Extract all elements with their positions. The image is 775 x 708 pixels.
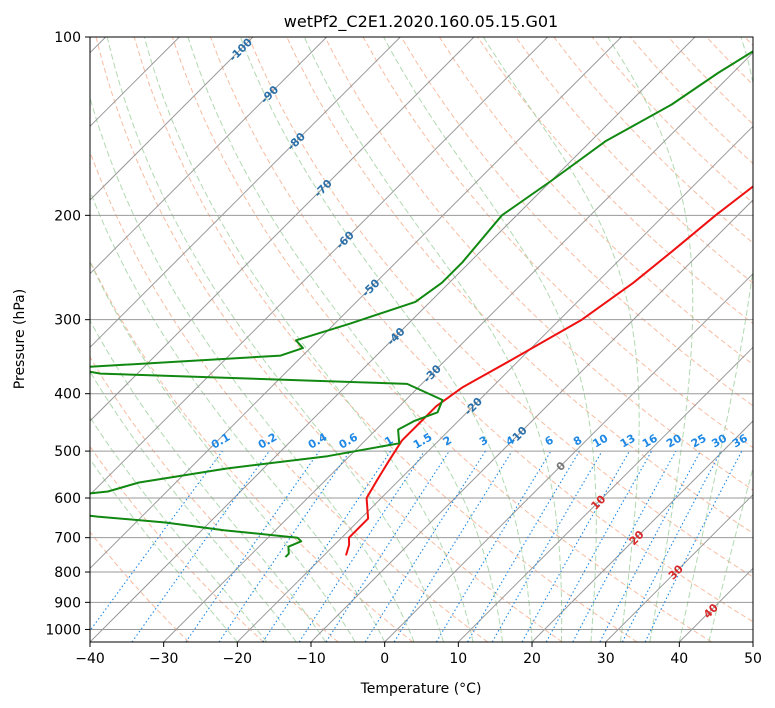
dry-adiabat-line (90, 531, 190, 642)
temperature-line (345, 185, 753, 556)
mixing-ratio-line (325, 450, 450, 642)
moist-adiabat-line (90, 370, 297, 642)
moist-adiabat-line (383, 37, 597, 642)
dry-adiabat-line (90, 445, 264, 642)
x-tick-label: 0 (380, 651, 389, 667)
dry-adiabat-line (324, 37, 753, 491)
x-tick-label: −30 (149, 651, 179, 667)
dry-adiabat-line (438, 37, 753, 366)
y-axis-title: Pressure (hPa) (12, 289, 28, 389)
y-tick-label: 800 (54, 565, 81, 581)
moist-adiabat-line (303, 37, 563, 642)
dry-adiabat-line (248, 37, 753, 578)
dry-adiabats (90, 37, 753, 642)
isotherm-line (457, 346, 753, 642)
isotherm-line (605, 493, 753, 642)
isotherm-line (384, 272, 753, 642)
moist-adiabat-line (143, 37, 474, 642)
isotherm-line (90, 37, 696, 642)
dry-adiabat-line (90, 356, 339, 642)
moist-adiabat-line (90, 416, 268, 642)
isotherm-line (236, 125, 753, 642)
x-axis-ticks: −40 −30 −20 −10 0 10 20 30 40 50 (75, 642, 762, 667)
mixing-ratio-line (572, 450, 677, 642)
x-tick-label: −10 (296, 651, 326, 667)
x-tick-label: 10 (449, 651, 467, 667)
y-tick-label: 900 (54, 595, 81, 611)
dry-adiabat-line (515, 37, 753, 284)
y-tick-label: 700 (54, 531, 81, 547)
mixing-ratio-lines (90, 450, 743, 642)
y-tick-label: 200 (54, 208, 81, 224)
moist-adiabat-line (90, 189, 386, 642)
dewpoint-line (90, 50, 753, 558)
mixing-ratio-line (521, 450, 630, 642)
isotherm-line (163, 51, 753, 642)
mixing-ratio-labels: 0.1 0.2 0.4 0.6 1 1.5 2 3 4 6 8 10 13 16 20 25 30 36 (209, 430, 750, 451)
mixing-ratio-line (131, 450, 270, 642)
y-tick-label: 600 (54, 491, 81, 507)
y-axis-ticks: 100 200 300 400 500 600 700 800 900 1000 (45, 30, 90, 638)
mixing-ratio-line (262, 450, 392, 642)
mixing-ratio-line (545, 450, 653, 642)
isotherm-line (531, 420, 753, 642)
x-tick-label: 30 (597, 651, 615, 667)
moist-adiabat-line (90, 260, 356, 642)
moist-adiabat-line (239, 37, 533, 642)
x-tick-label: 20 (523, 651, 541, 667)
moist-adiabat-line (482, 37, 640, 642)
y-tick-label: 400 (54, 387, 81, 403)
dry-adiabat-line (95, 37, 563, 642)
chart-title: wetPf2_C2E1.2020.160.05.15.G01 (284, 12, 558, 32)
isotherm-line (90, 37, 622, 570)
y-tick-label: 100 (54, 30, 81, 46)
mixing-ratio-line (393, 450, 513, 642)
moist-adiabat-line (106, 37, 445, 642)
x-tick-label: 50 (744, 651, 762, 667)
isotherm-line (310, 199, 753, 642)
moist-adiabat-line (187, 37, 503, 642)
x-tick-label: −20 (223, 651, 253, 667)
mixing-ratio-line (644, 450, 743, 642)
x-tick-label: −40 (75, 651, 105, 667)
isotherm-line (90, 37, 549, 496)
moist-adiabat-line (90, 458, 238, 642)
dry-adiabat-line (400, 37, 753, 407)
dry-adiabat-line (210, 37, 753, 623)
x-tick-label: 40 (670, 651, 688, 667)
y-tick-label: 300 (54, 313, 81, 329)
mixing-ratio-line (298, 450, 425, 642)
dry-adiabat-line (171, 37, 712, 642)
plot-frame (89, 36, 754, 643)
moist-adiabat-line (607, 37, 694, 642)
mixing-ratio-line (90, 450, 223, 632)
background-lines: -100-90-80-70-60-50-40-30-20-10010203040… (90, 37, 753, 642)
isotherm-line (90, 37, 328, 275)
y-tick-label: 1000 (45, 622, 81, 638)
moist-adiabat-line (678, 37, 753, 642)
mixing-ratio-line (218, 450, 351, 642)
dry-adiabat-line (133, 37, 638, 642)
isotherm-line (90, 37, 254, 201)
isotherm-line (90, 37, 401, 349)
mixing-ratio-line (185, 450, 320, 642)
x-axis-title: Temperature (°C) (360, 681, 482, 697)
isotherm-line (90, 37, 475, 422)
dry-adiabat-line (90, 150, 488, 642)
y-tick-label: 500 (54, 444, 81, 460)
sounding-series (90, 50, 753, 558)
isotherm-gridlines (90, 37, 753, 642)
